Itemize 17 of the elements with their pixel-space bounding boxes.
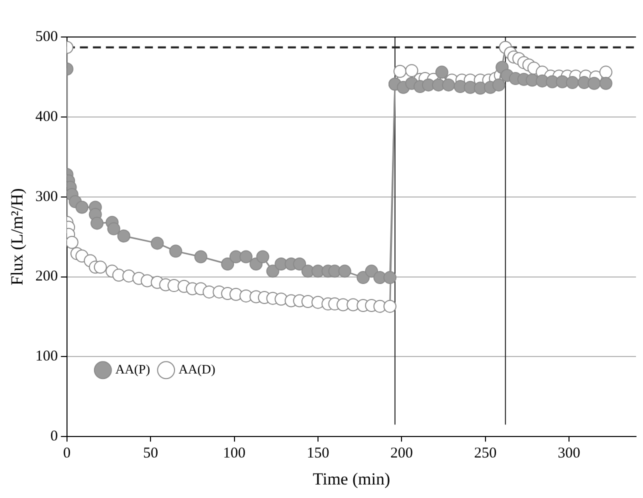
x-tick-label: 150 xyxy=(306,446,330,462)
x-tick-label: 50 xyxy=(143,446,158,462)
x-tick-label: 300 xyxy=(558,446,580,462)
x-tick-label: 0 xyxy=(63,446,71,462)
y-tick-label: 500 xyxy=(35,28,58,45)
y-tick-label: 0 xyxy=(50,428,58,445)
x-axis-title: Time (min) xyxy=(312,469,390,488)
y-axis-title: Flux (L/m²/H) xyxy=(8,188,27,286)
y-tick-label: 300 xyxy=(35,188,58,205)
y-tick-label: 200 xyxy=(35,268,58,285)
x-tick-label: 100 xyxy=(223,446,246,462)
legend-label: AA(D) xyxy=(178,362,216,377)
y-tick-label: 400 xyxy=(35,108,58,125)
legend-label: AA(P) xyxy=(115,362,150,377)
x-tick-label: 250 xyxy=(474,446,497,462)
x-tick-label: 200 xyxy=(390,446,413,462)
y-tick-label: 100 xyxy=(35,348,58,365)
